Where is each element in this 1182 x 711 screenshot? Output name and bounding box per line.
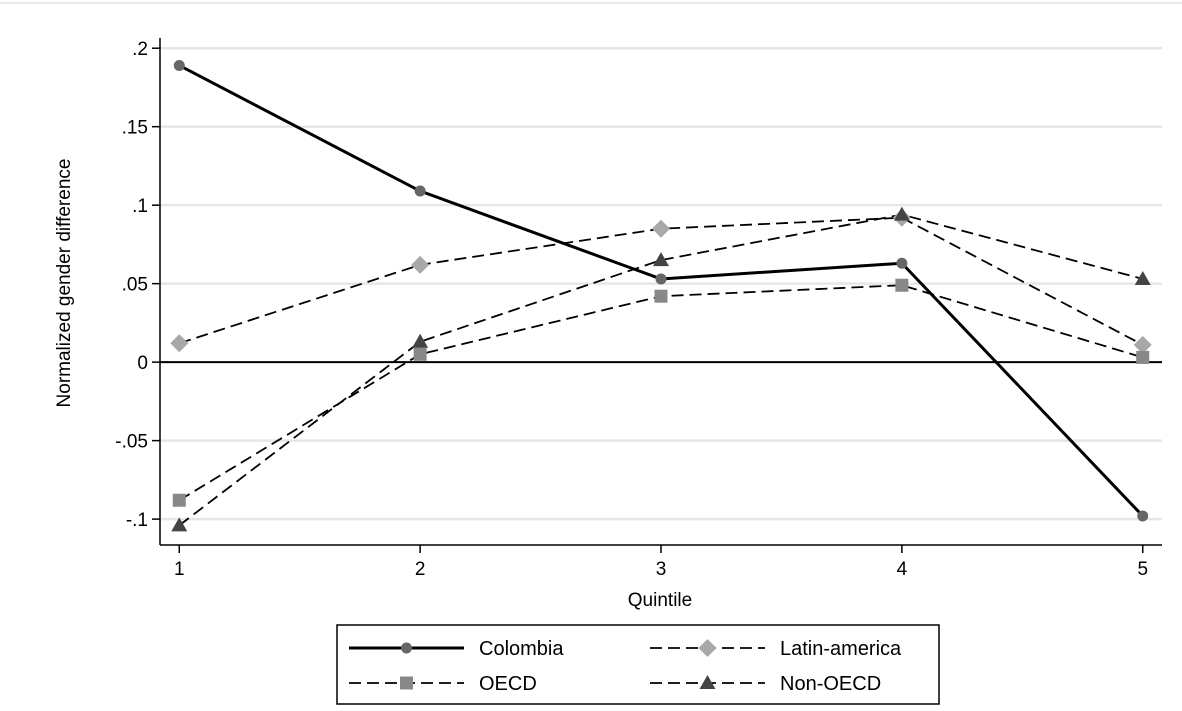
data-point bbox=[896, 257, 908, 269]
x-tick-label: 2 bbox=[415, 559, 426, 580]
legend: Colombia Latin-america OECD Non-OECD bbox=[336, 624, 940, 705]
series-layer bbox=[170, 59, 1152, 532]
x-tick-label: 4 bbox=[897, 559, 908, 580]
data-point bbox=[1133, 335, 1152, 354]
y-tick-label: .15 bbox=[122, 118, 148, 139]
data-point bbox=[1137, 510, 1149, 522]
data-point bbox=[699, 675, 716, 689]
data-point bbox=[173, 59, 185, 71]
data-point bbox=[698, 639, 717, 657]
data-point bbox=[654, 289, 668, 303]
y-tick-label: 0 bbox=[137, 353, 148, 374]
y-tick-label: .05 bbox=[122, 275, 148, 296]
x-axis-title: Quintile bbox=[628, 590, 692, 611]
y-tick-label: -.1 bbox=[126, 510, 148, 531]
x-tick-label: 5 bbox=[1137, 559, 1148, 580]
data-point bbox=[401, 642, 412, 654]
y-tick-label: .2 bbox=[132, 39, 148, 60]
legend-label: Colombia bbox=[479, 638, 564, 660]
y-tick-label: .1 bbox=[132, 196, 148, 217]
series-line bbox=[178, 213, 1143, 527]
data-point bbox=[652, 219, 670, 238]
data-point bbox=[893, 206, 910, 221]
data-point bbox=[400, 676, 413, 690]
axis-layer: .2 .15 .1 .05 0 -.05 -.1 1 2 3 4 5 bbox=[115, 38, 1162, 580]
data-point bbox=[413, 347, 427, 361]
x-tick-label: 1 bbox=[174, 559, 185, 580]
data-point bbox=[655, 273, 667, 285]
x-tick-label: 3 bbox=[656, 559, 667, 580]
data-point bbox=[1134, 270, 1151, 285]
data-point bbox=[412, 333, 429, 348]
data-point bbox=[171, 517, 188, 532]
data-point bbox=[411, 255, 430, 274]
data-point bbox=[895, 278, 909, 292]
legend-label: Non-OECD bbox=[780, 673, 881, 695]
legend-label: OECD bbox=[479, 673, 537, 695]
y-tick-label: -.05 bbox=[115, 432, 148, 453]
data-point bbox=[653, 252, 669, 267]
legend-label: Latin-america bbox=[780, 638, 902, 660]
data-point bbox=[170, 334, 189, 353]
y-axis-title: Normalized gender difference bbox=[54, 159, 75, 408]
legend-box bbox=[336, 624, 940, 705]
data-point bbox=[172, 493, 186, 507]
data-point bbox=[414, 185, 426, 197]
data-point bbox=[1136, 350, 1150, 364]
